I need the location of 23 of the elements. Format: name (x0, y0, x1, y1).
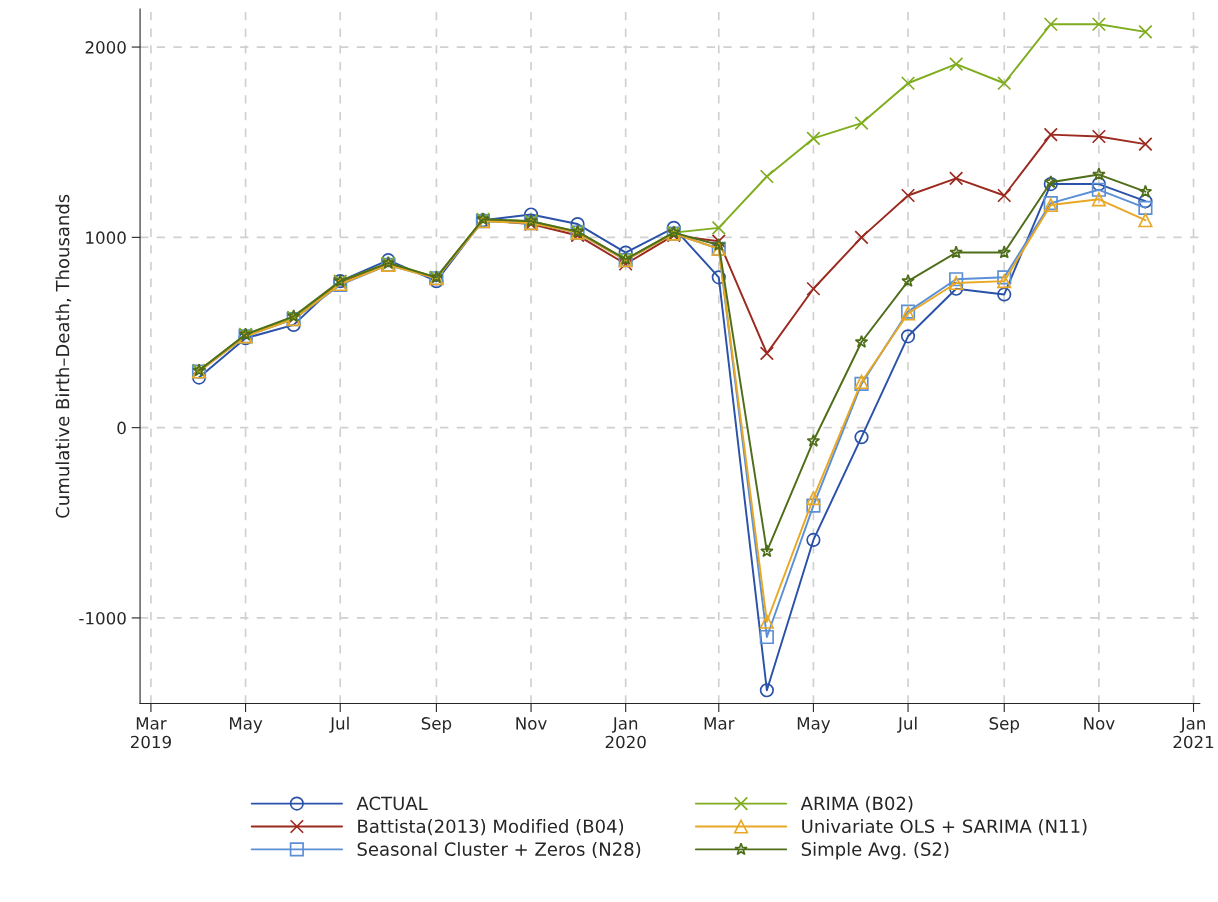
legend-label: ACTUAL (356, 796, 428, 811)
x-tick-label: Nov (516, 717, 547, 730)
x-tick-label: Mar 2019 (130, 717, 171, 749)
x-tick-label: Jan 2021 (1173, 717, 1214, 749)
y-axis-title: Cumulative Birth–Death, Thousands (55, 194, 72, 518)
legend-label: Seasonal Cluster + Zeros (N28) (357, 841, 641, 859)
y-tick-label: 1000 (86, 231, 126, 244)
y-tick-label: 2000 (85, 41, 126, 54)
y-tick-label: -1000 (79, 611, 126, 625)
x-tick-label: May (229, 717, 263, 733)
x-tick-label: Jul (329, 716, 349, 733)
x-tick-label: Jul (897, 716, 917, 733)
legend-label: Univariate OLS + SARIMA (N11) (802, 819, 1087, 836)
x-tick-label: Mar (704, 717, 735, 730)
x-tick-label: May (797, 717, 831, 733)
legend-label: ARIMA (B02) (800, 796, 913, 813)
x-tick-label: Jan 2020 (605, 717, 646, 749)
y-tick-label: 0 (117, 421, 126, 435)
x-tick-label: Sep (989, 717, 1020, 733)
legend-label: Simple Avg. (S2) (801, 841, 949, 860)
legend-label: Battista(2013) Modified (B04) (358, 819, 624, 836)
x-tick-label: Sep (421, 717, 452, 733)
x-tick-label: Nov (1084, 717, 1115, 730)
